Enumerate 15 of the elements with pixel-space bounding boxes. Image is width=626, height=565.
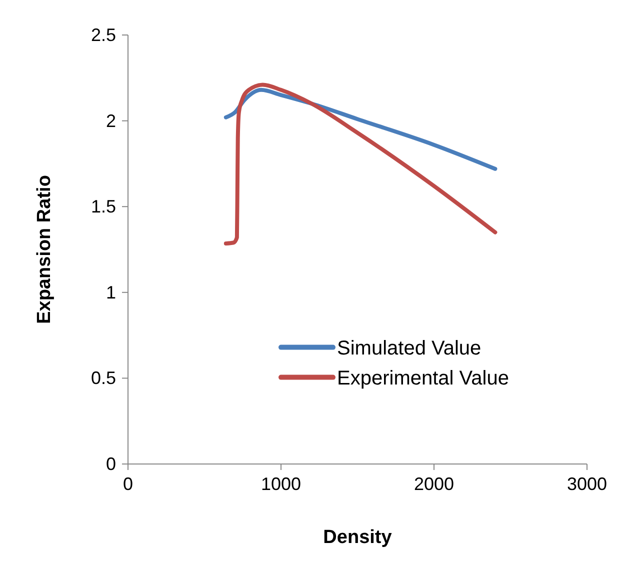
y-tick-label: 2 [106, 110, 116, 131]
y-tick-label: 1.5 [90, 196, 116, 217]
y-tick-label: 0.5 [90, 368, 116, 388]
x-tick-label: 3000 [566, 474, 608, 494]
legend-label: Simulated Value [337, 337, 482, 360]
legend-label: Experimental Value [337, 367, 509, 390]
y-tick-label: 0 [106, 454, 116, 474]
y-tick-label: 2.5 [90, 25, 116, 45]
line-series [224, 82, 498, 246]
x-tick-label: 1000 [260, 474, 302, 494]
x-tick-label: 2000 [414, 474, 454, 494]
y-axis-title: Expansion Ratio [34, 175, 55, 324]
y-tick-label: 1 [106, 282, 116, 302]
x-axis-title: Density [323, 527, 392, 548]
x-tick-label: 0 [122, 474, 134, 494]
